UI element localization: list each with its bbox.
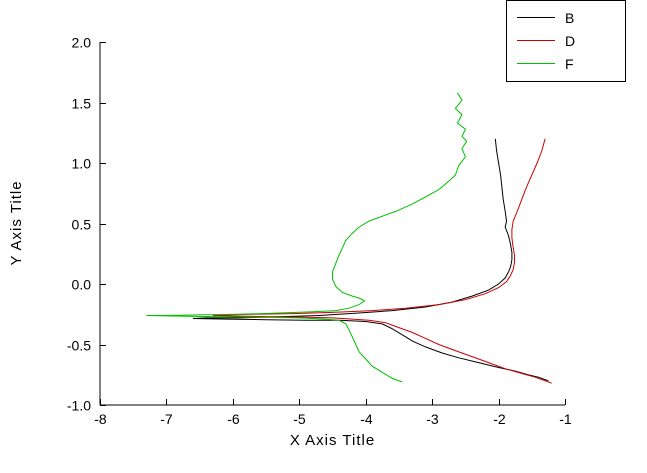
svg-text:-8: -8 [94,411,107,427]
svg-text:-1.0: -1.0 [67,398,91,414]
legend-item-f: F [507,52,625,75]
legend-label-d: D [565,32,576,49]
svg-text:2.0: 2.0 [72,35,92,51]
svg-text:-3: -3 [426,411,439,427]
svg-text:0.5: 0.5 [72,217,92,233]
svg-text:-4: -4 [360,411,373,427]
y-axis-title: Y Axis Title [8,180,25,266]
svg-text:-0.5: -0.5 [67,338,91,354]
legend-label-b: B [565,9,575,26]
svg-text:-6: -6 [227,411,240,427]
svg-text:-5: -5 [293,411,306,427]
svg-text:1.5: 1.5 [72,96,92,112]
svg-text:0.0: 0.0 [72,277,92,293]
x-axis-title: X Axis Title [289,432,376,449]
legend-line-sample-d [517,40,555,41]
legend: B D F [506,0,626,82]
legend-line-sample-f [517,63,555,64]
legend-label-f: F [565,55,574,72]
legend-line-sample-b [517,17,555,18]
svg-text:-7: -7 [160,411,173,427]
legend-item-d: D [507,29,625,52]
svg-text:-1: -1 [559,411,572,427]
svg-text:-2: -2 [493,411,506,427]
svg-text:1.0: 1.0 [72,156,92,172]
legend-item-b: B [507,6,625,29]
